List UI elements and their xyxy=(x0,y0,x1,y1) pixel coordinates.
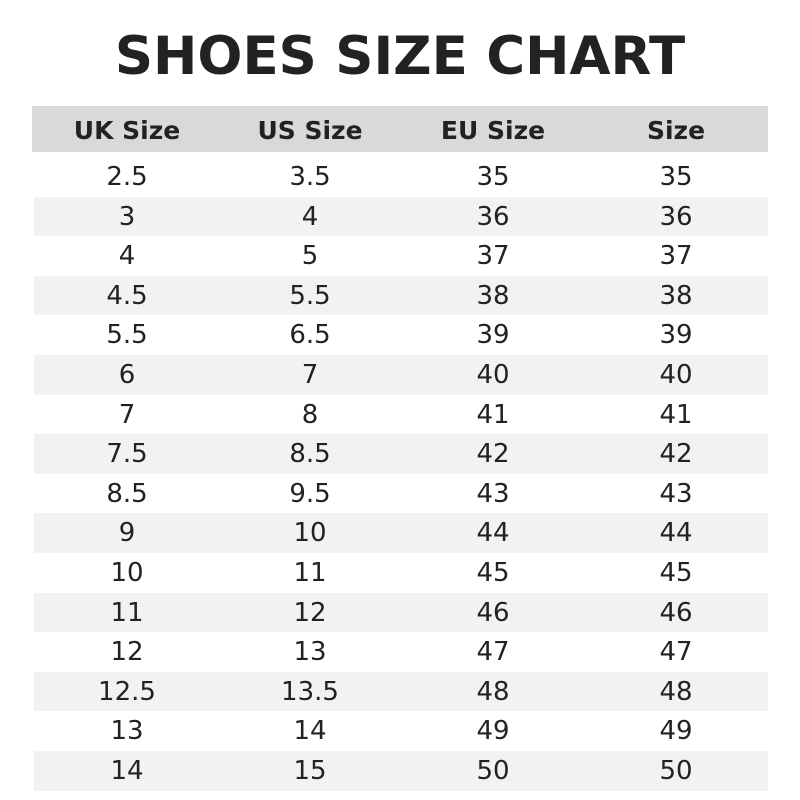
column-header: EU Size xyxy=(440,116,546,145)
table-row: 12 13 47 47 xyxy=(34,632,768,672)
table-row: 4.5 5.5 38 38 xyxy=(34,275,768,316)
table-cell: 40 xyxy=(476,360,510,390)
column-header: UK Size xyxy=(73,116,181,145)
table-row: 11 12 46 46 xyxy=(34,592,768,633)
table-cell: 41 xyxy=(659,399,693,430)
table-row: 14 15 50 50 xyxy=(34,751,768,791)
table-cell: 43 xyxy=(476,478,510,509)
table-cell: 15 xyxy=(293,756,327,786)
table-row: 3 4 36 36 xyxy=(34,196,768,237)
chart-title: SHOES SIZE CHART xyxy=(114,26,686,87)
table-cell: 4.5 xyxy=(106,280,148,311)
table-cell: 2.5 xyxy=(106,162,148,192)
table-cell: 8 xyxy=(301,399,319,430)
table-cell: 5 xyxy=(301,241,319,272)
table-cell: 47 xyxy=(476,637,510,668)
table-cell: 50 xyxy=(476,756,510,786)
table-cell: 7.5 xyxy=(106,439,148,470)
table-cell: 11 xyxy=(293,558,327,588)
table-row: 13 14 49 49 xyxy=(34,711,768,751)
table-cell: 42 xyxy=(659,439,693,470)
table-cell: 36 xyxy=(659,201,693,232)
table-cell: 5.5 xyxy=(289,280,331,311)
table-row: 2.5 3.5 35 35 xyxy=(34,157,768,197)
table-cell: 38 xyxy=(659,280,693,311)
column-header: Size xyxy=(646,116,706,145)
table-cell: 12 xyxy=(293,597,327,628)
table-cell: 7 xyxy=(301,360,319,390)
table-cell: 35 xyxy=(476,162,510,192)
table-cell: 13 xyxy=(293,637,327,668)
table-cell: 8.5 xyxy=(106,478,148,509)
table-cell: 13 xyxy=(110,716,144,747)
table-cell: 14 xyxy=(110,756,144,786)
table-cell: 8.5 xyxy=(289,439,331,470)
table-cell: 9.5 xyxy=(289,478,331,509)
table-cell: 48 xyxy=(659,676,693,707)
table-cell: 39 xyxy=(476,320,510,351)
table-cell: 37 xyxy=(659,241,693,272)
column-header: US Size xyxy=(257,116,363,145)
table-header: UK Size US Size EU Size Size xyxy=(32,106,768,152)
table-cell: 3.5 xyxy=(289,162,331,192)
table-cell: 35 xyxy=(659,162,693,192)
table-cell: 47 xyxy=(659,637,693,668)
table-cell: 9 xyxy=(118,518,136,549)
table-row: 4 5 37 37 xyxy=(34,236,768,276)
table-cell: 44 xyxy=(476,518,510,549)
table-cell: 49 xyxy=(476,716,510,747)
table-cell: 39 xyxy=(659,320,693,351)
table-row: 12.5 13.5 48 48 xyxy=(34,671,768,712)
table-cell: 46 xyxy=(476,597,510,628)
table-cell: 43 xyxy=(659,478,693,509)
table-cell: 3 xyxy=(118,201,136,232)
table-cell: 10 xyxy=(293,518,327,549)
table-cell: 42 xyxy=(476,439,510,470)
table-cell: 12.5 xyxy=(98,676,156,707)
table-row: 8.5 9.5 43 43 xyxy=(34,474,768,514)
table-row: 6 7 40 40 xyxy=(34,355,768,395)
table-cell: 6.5 xyxy=(289,320,331,351)
table-cell: 36 xyxy=(476,201,510,232)
table-cell: 37 xyxy=(476,241,510,272)
table-row: 9 10 44 44 xyxy=(34,513,768,553)
table-row: 7.5 8.5 42 42 xyxy=(34,434,768,474)
table-cell: 48 xyxy=(476,676,510,707)
table-cell: 46 xyxy=(659,597,693,628)
table-cell: 10 xyxy=(110,558,144,588)
table-cell: 45 xyxy=(476,558,510,588)
table-cell: 45 xyxy=(659,558,693,588)
table-cell: 49 xyxy=(659,716,693,747)
table-cell: 41 xyxy=(476,399,510,430)
table-cell: 11 xyxy=(110,597,144,628)
table-cell: 4 xyxy=(301,201,319,232)
table-row: 10 11 45 45 xyxy=(34,553,768,593)
table-cell: 6 xyxy=(118,360,136,390)
table-cell: 44 xyxy=(659,518,693,549)
table-cell: 40 xyxy=(659,360,693,390)
table-cell: 12 xyxy=(110,637,144,668)
table-cell: 7 xyxy=(118,399,136,430)
table-cell: 13.5 xyxy=(281,676,339,707)
table-cell: 5.5 xyxy=(106,320,148,351)
table-row: 7 8 41 41 xyxy=(34,395,768,435)
table-cell: 4 xyxy=(118,241,136,272)
table-cell: 50 xyxy=(659,756,693,786)
table-cell: 38 xyxy=(476,280,510,311)
table-row: 5.5 6.5 39 39 xyxy=(34,315,768,355)
table-cell: 14 xyxy=(293,716,327,747)
